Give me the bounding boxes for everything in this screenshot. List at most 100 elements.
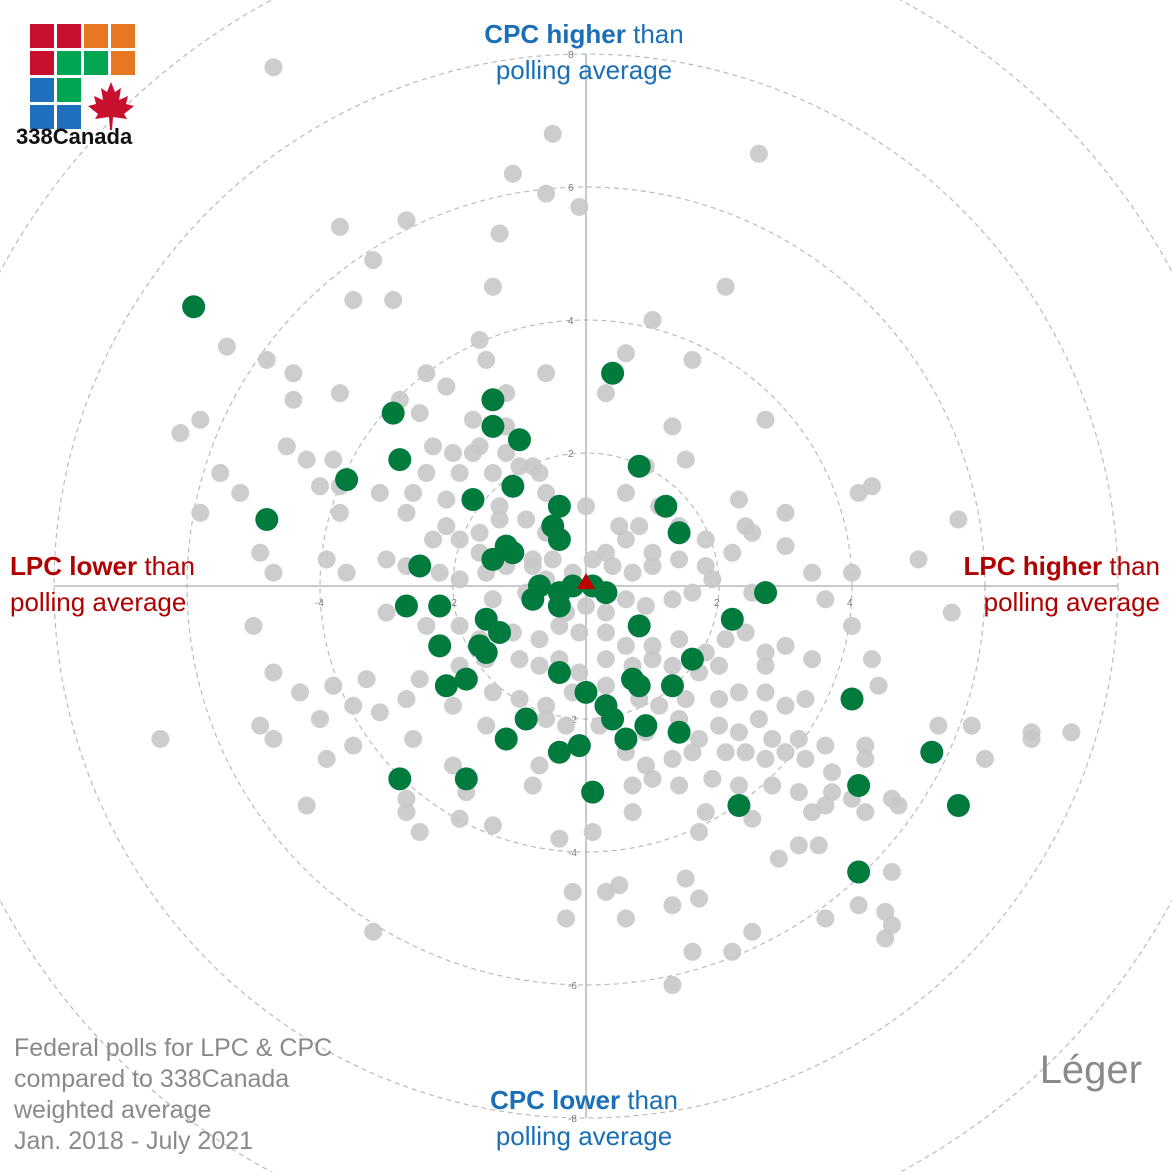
other-poll-point [769,849,788,868]
other-poll-point [749,710,768,728]
other-poll-point [683,743,702,762]
other-poll-point [843,563,861,582]
other-poll-point [710,716,728,735]
leger-poll-point [727,793,751,817]
other-poll-point [743,809,762,828]
other-poll-point [816,736,835,755]
other-poll-point [663,749,682,768]
leger-polls-series [182,295,970,884]
leger-poll-point [408,554,432,578]
other-poll-point [763,776,782,795]
other-poll-point [397,503,416,522]
other-poll-point [291,683,310,702]
other-poll-point [264,729,283,748]
other-poll-point [171,424,190,443]
other-poll-point [377,603,396,622]
other-poll-point [444,444,462,462]
other-poll-point [470,330,489,349]
leger-poll-point [561,574,585,598]
other-poll-point [816,590,835,609]
other-poll-point [683,942,702,961]
other-poll-point [616,909,635,928]
other-poll-point [211,463,230,482]
other-poll-point [404,729,423,748]
other-poll-point [510,457,529,476]
label-lpc-higher: LPC higher than polling average [840,548,1161,620]
leger-poll-point [614,727,638,751]
label-cpc-higher-rest: than [625,19,684,49]
other-poll-point [397,211,416,230]
other-poll-point [643,543,662,562]
leger-poll-point [660,674,684,698]
other-poll-point [856,749,875,768]
other-poll-point [796,749,815,768]
other-poll-point [364,251,383,270]
other-poll-point [324,676,343,695]
other-poll-point [776,636,795,655]
other-poll-point [749,144,768,163]
footnote: Federal polls for LPC & CPC compared to … [14,1033,434,1157]
other-poll-point [756,643,775,662]
other-poll-point [437,490,456,509]
leger-poll-point [627,454,651,478]
other-poll-point [596,676,615,695]
other-poll-point [882,862,901,881]
other-poll-point [277,437,296,456]
other-poll-point [330,503,349,522]
y-tick-label: -6 [568,981,577,992]
other-poll-point [650,696,669,715]
leger-poll-point [680,647,704,671]
leger-poll-point [920,740,944,764]
other-poll-point [384,291,403,310]
leger-poll-point [567,734,591,758]
other-poll-point [583,550,602,569]
other-poll-point [404,483,423,502]
other-poll-point [543,550,562,569]
other-poll-point [450,616,469,635]
leger-poll-point [667,720,691,744]
other-poll-point [610,517,629,536]
origin-triangle [577,573,595,589]
leger-poll-point [434,674,458,698]
other-poll-point [477,350,496,369]
other-poll-point [703,769,722,788]
other-poll-point [217,337,236,356]
leger-poll-point [474,641,498,664]
other-poll-point [244,616,263,635]
other-poll-point [663,417,682,436]
other-poll-point [330,384,349,403]
logo-text: 338Canada [16,124,133,149]
other-poll-point [151,729,170,748]
other-poll-point [311,477,329,496]
other-poll-point [557,716,576,735]
x-tick-label: -2 [448,598,457,609]
other-poll-point [444,696,462,715]
other-poll-point [690,729,709,748]
other-poll-point [729,723,748,742]
other-poll-point [257,350,276,369]
other-poll-point [636,596,655,615]
other-poll-point [530,756,549,775]
other-poll-point [856,736,875,755]
other-poll-point [756,683,775,702]
other-poll-point [417,463,436,482]
leger-poll-point [601,361,625,385]
leger-poll-point [481,388,505,412]
other-poll-point [344,736,363,755]
other-poll-point [683,350,702,369]
other-poll-point [823,763,842,782]
label-lpc-lower-strong: LPC lower [10,551,138,581]
other-poll-point [596,650,615,669]
leger-poll-point [501,474,525,498]
other-poll-point [596,882,615,901]
other-poll-point [729,776,748,795]
other-poll-point [676,690,695,709]
other-poll-point [776,537,795,556]
other-poll-point [490,224,509,243]
other-poll-point [962,716,981,735]
footnote-line4: Jan. 2018 - July 2021 [14,1127,254,1155]
other-poll-point [756,749,775,768]
other-poll-point [596,384,615,403]
leger-poll-point [847,774,871,797]
other-poll-point [756,656,775,675]
